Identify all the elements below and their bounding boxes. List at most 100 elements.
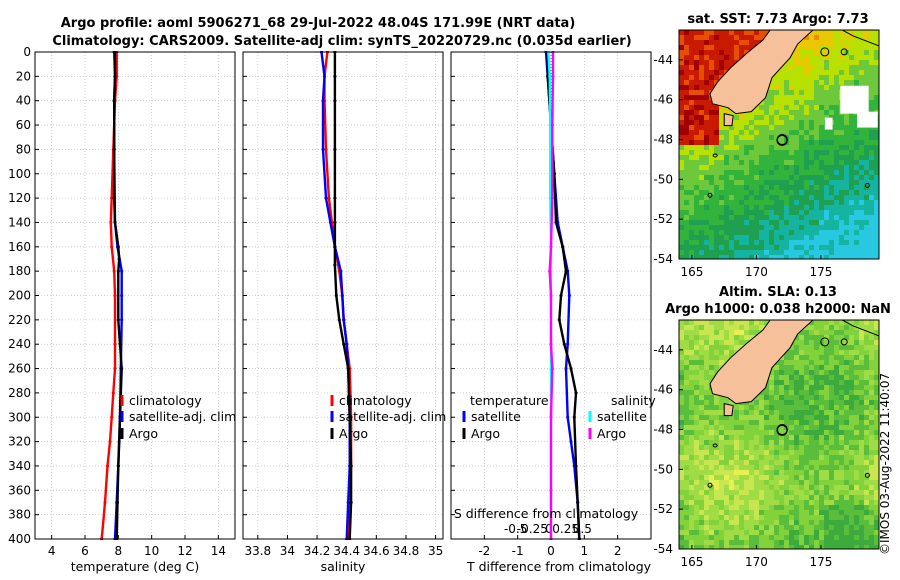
map-cell [689, 185, 695, 191]
map-cell [694, 520, 700, 526]
map-cell [754, 500, 760, 506]
map-cell [709, 330, 715, 336]
map-cell [799, 155, 805, 161]
map-cell [774, 490, 780, 496]
map-cell [759, 495, 765, 501]
map-cell [764, 485, 770, 491]
map-cell [704, 365, 710, 371]
map-cell [784, 510, 790, 516]
map-cell [739, 495, 745, 501]
map-cell [784, 175, 790, 181]
map-cell [789, 210, 795, 216]
map-cell [739, 415, 745, 421]
map-cell [829, 405, 835, 411]
map-cell [769, 410, 775, 416]
map-cell [804, 245, 810, 251]
map-cell [784, 255, 790, 259]
map-cell [699, 255, 705, 259]
map-cell [739, 130, 745, 136]
map-cell [874, 235, 879, 241]
map-cell [714, 460, 720, 466]
map-cell [824, 385, 830, 391]
map-cell [834, 70, 840, 76]
map-cell [719, 540, 725, 546]
map-cell [819, 540, 825, 546]
map-cell [814, 390, 820, 396]
map-cell [709, 80, 715, 86]
map-cell [824, 220, 830, 226]
map-cell [829, 480, 835, 486]
map-cell [849, 495, 855, 501]
map-cell [809, 160, 815, 166]
map-cell [799, 395, 805, 401]
map-cell [814, 535, 820, 541]
map-cell [869, 135, 875, 141]
map-cell [784, 210, 790, 216]
map-cell [804, 505, 810, 511]
map-cell [769, 470, 775, 476]
map-cell [849, 215, 855, 221]
map-cell [874, 320, 879, 326]
series-argo [112, 52, 123, 540]
map-cell [719, 245, 725, 251]
map-cell [689, 245, 695, 251]
map-cell [804, 105, 810, 111]
map-cell [679, 180, 685, 186]
map-cell [849, 210, 855, 216]
map-cell [874, 410, 879, 416]
map-cell [789, 160, 795, 166]
map-cell [704, 355, 710, 361]
map-cell [714, 530, 720, 536]
map-cell [754, 455, 760, 461]
map-cell [789, 215, 795, 221]
map-cell [854, 530, 860, 536]
map-cell [759, 180, 765, 186]
map-cell [849, 415, 855, 421]
map-cell [779, 515, 785, 521]
map-cell [709, 130, 715, 136]
map-cell [854, 435, 860, 441]
map-cell [809, 365, 815, 371]
temperature-legend: climatology satellite-adj. clim Argo [120, 393, 236, 441]
map-cell [869, 545, 875, 549]
map-cell [789, 120, 795, 126]
map-cell [854, 125, 860, 131]
map-cell [789, 355, 795, 361]
map-cell [854, 185, 860, 191]
map-cell [834, 105, 840, 111]
map-cell [834, 445, 840, 451]
map-cell [734, 50, 740, 56]
map-cell [729, 520, 735, 526]
map-cell [844, 235, 850, 241]
map-cell [764, 170, 770, 176]
map-cell [829, 155, 835, 161]
map-cell [709, 400, 715, 406]
map-cell [734, 245, 740, 251]
map-cell [819, 345, 825, 351]
map-cell [699, 30, 705, 36]
map-cell [734, 155, 740, 161]
map-cell [759, 140, 765, 146]
map-cell [734, 545, 740, 549]
map-cell [739, 215, 745, 221]
map-cell [874, 215, 879, 221]
map-cell [764, 435, 770, 441]
map-cell [684, 70, 690, 76]
map-cell [694, 330, 700, 336]
map-cell [724, 180, 730, 186]
map-cell [834, 40, 840, 46]
map-cell [809, 230, 815, 236]
map-cell [764, 245, 770, 251]
map-cell [699, 375, 705, 381]
map-cell [804, 80, 810, 86]
map-cell [764, 185, 770, 191]
map-cell [754, 165, 760, 171]
map-cell [699, 125, 705, 131]
map-cell [729, 35, 735, 41]
map-cell [754, 435, 760, 441]
map-cell [874, 200, 879, 206]
map-cell [834, 355, 840, 361]
map-cell [789, 80, 795, 86]
map-cell [809, 210, 815, 216]
map-cell [799, 40, 805, 46]
